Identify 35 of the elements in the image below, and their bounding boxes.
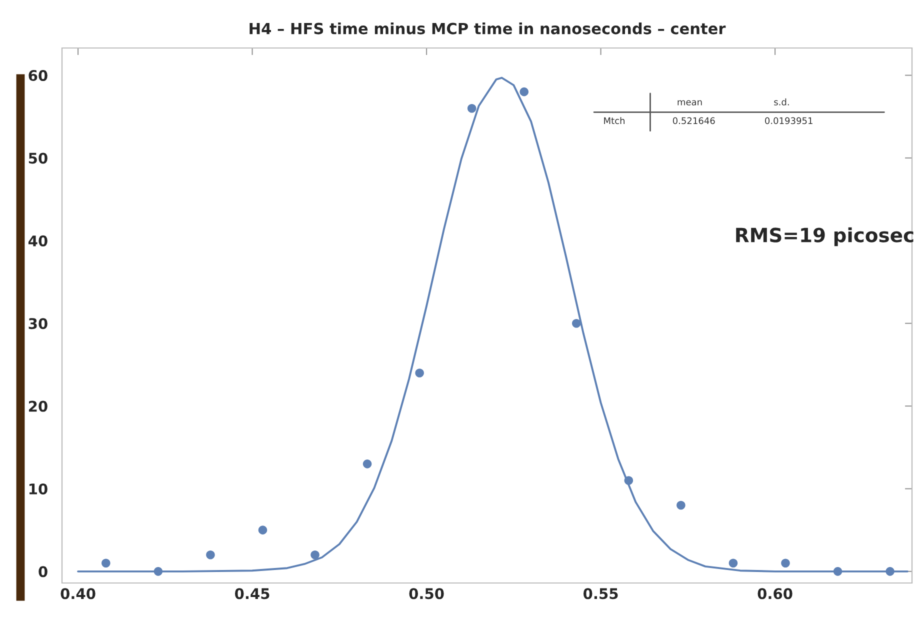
x-tick-label: 0.45 [234, 588, 270, 600]
y-tick-label: 10 [29, 483, 48, 494]
annotation: Mtch [604, 117, 625, 124]
annotation: s.d. [774, 98, 789, 106]
point [781, 558, 790, 568]
point [154, 567, 163, 576]
point [258, 526, 268, 534]
y-tick-label: 0 [38, 566, 48, 578]
x-tick-label: 0.55 [583, 588, 618, 600]
x-tick-label: 0.40 [60, 588, 96, 600]
annotation: 0.0193951 [765, 117, 812, 124]
annotation: mean [678, 100, 702, 106]
point [833, 567, 842, 576]
y-tick-label: 40 [28, 235, 48, 246]
point [676, 500, 686, 510]
point [206, 550, 215, 560]
x-tick-label: 0.60 [758, 588, 792, 600]
point [362, 460, 372, 468]
point [520, 87, 529, 96]
y-tick-label: 30 [28, 318, 48, 330]
point [310, 550, 320, 560]
chart-title: H4 – HFS time minus MCP time in nanoseconds – center [250, 22, 726, 34]
annotation: 0.521646 [672, 117, 715, 124]
point [415, 368, 424, 378]
point [624, 476, 634, 485]
point [572, 318, 581, 328]
y-tick-label: 60 [28, 70, 48, 82]
annotation: RMS=19 picosec [736, 227, 914, 246]
y-tick-label: 20 [28, 400, 48, 412]
point [886, 567, 894, 576]
point [728, 558, 738, 568]
y-tick-label: 50 [28, 152, 48, 164]
point [467, 104, 476, 113]
x-tick-label: 0.50 [409, 588, 444, 600]
point [102, 558, 110, 568]
